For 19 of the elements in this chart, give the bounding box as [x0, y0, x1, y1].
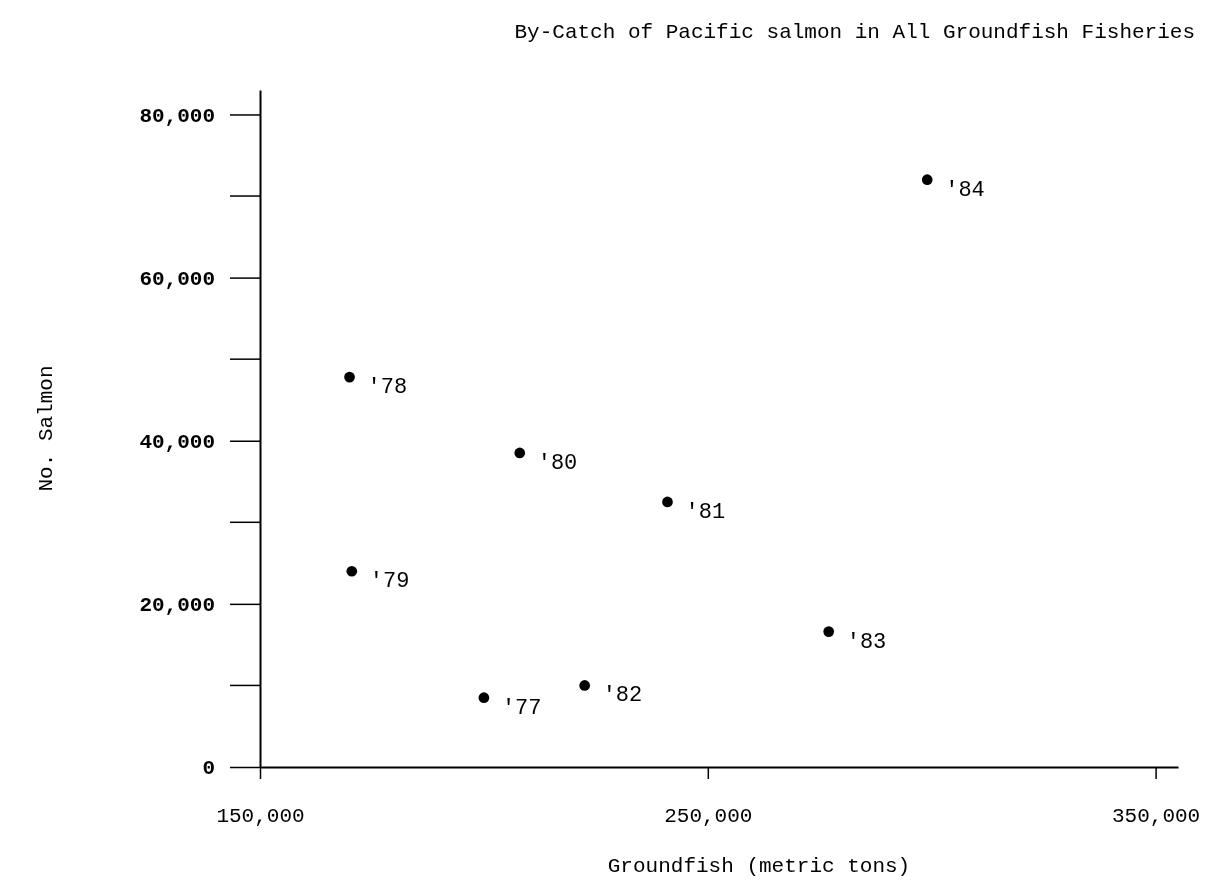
annotation: '80	[537, 450, 578, 476]
chart-title: By-Catch of Pacific salmon in All Groundfish Fisheries	[514, 21, 1195, 44]
y-tick-label: 0	[202, 757, 215, 781]
x-axis-title: Groundfish (metric tons)	[607, 855, 911, 878]
y-tick-label: 80,000	[139, 104, 215, 128]
annotation: '84	[945, 177, 985, 203]
annotation: '81	[685, 499, 726, 525]
y-tick-label: 60,000	[139, 267, 215, 291]
annotation: '78	[367, 375, 408, 401]
x-tick-label: 150,000	[216, 804, 305, 828]
x-tick-label: 250,000	[664, 804, 753, 828]
y-tick-label: 40,000	[139, 430, 215, 454]
annotation: '83	[846, 629, 887, 655]
annotation: '77	[501, 695, 542, 721]
x-tick-label: 350,000	[1112, 804, 1201, 828]
y-axis-title: No. Salmon	[35, 365, 58, 492]
annotation: '82	[602, 683, 643, 709]
annotation: '79	[369, 569, 410, 595]
y-tick-label: 20,000	[139, 594, 215, 618]
